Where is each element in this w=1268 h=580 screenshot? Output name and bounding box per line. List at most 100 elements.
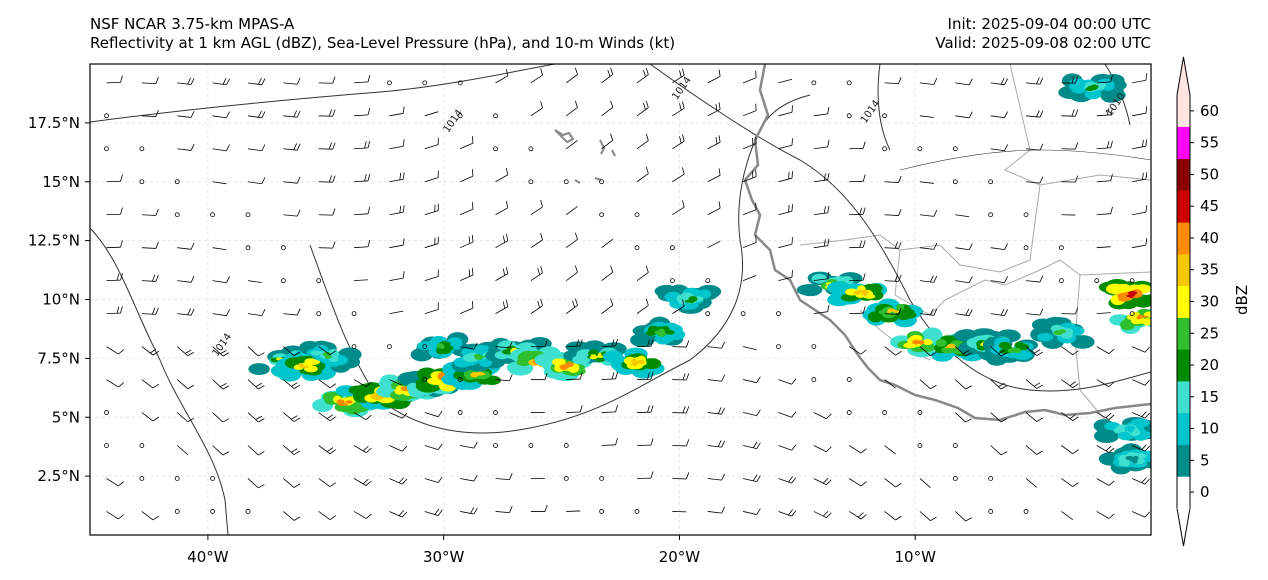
reflectivity-speckle: [629, 362, 639, 366]
wind-barb: [955, 308, 973, 317]
wind-barb: [176, 445, 189, 456]
reflectivity-speckle: [679, 293, 691, 301]
wind-barb: [353, 478, 372, 486]
calm-wind-marker: [104, 113, 109, 119]
wind-barb: [1025, 143, 1044, 151]
calm-wind-marker: [952, 146, 958, 152]
reflectivity-speckle: [1141, 294, 1151, 306]
reflectivity-speckle: [887, 308, 896, 312]
wind-barb: [566, 100, 578, 117]
wind-barb: [1061, 76, 1079, 84]
wind-barb: [990, 77, 1009, 86]
valid-time: Valid: 2025-09-08 02:00 UTC: [935, 34, 1151, 52]
calm-wind-marker: [988, 476, 994, 481]
reflectivity-speckle: [1153, 303, 1175, 316]
lon-tick-label: 20°W: [659, 548, 701, 566]
wind-barb: [389, 510, 408, 518]
wind-barb: [672, 101, 685, 117]
wind-barb: [212, 412, 230, 423]
reflectivity-speckle: [463, 369, 473, 379]
border-line: [799, 234, 901, 251]
reflectivity-speckle: [1037, 332, 1053, 342]
wind-barb: [849, 174, 866, 183]
wind-barb: [566, 206, 578, 216]
wind-barb: [460, 169, 474, 183]
wind-barb: [778, 171, 793, 183]
wind-barb: [424, 137, 439, 150]
calm-wind-marker: [811, 377, 817, 382]
calm-wind-marker: [528, 146, 534, 152]
reflectivity-speckle: [565, 363, 571, 368]
reflectivity-speckle: [516, 358, 532, 366]
time-block: Init: 2025-09-04 00:00 UTC Valid: 2025-0…: [935, 15, 1151, 53]
calm-wind-marker: [316, 278, 322, 284]
lon-tick-label: 10°W: [895, 548, 937, 566]
wind-barb: [283, 77, 301, 85]
reflectivity-speckle: [345, 400, 353, 404]
wind-barb: [283, 110, 301, 118]
calm-wind-marker: [387, 80, 392, 86]
wind-barb: [884, 77, 902, 85]
calm-wind-marker: [245, 212, 251, 218]
wind-barb: [813, 172, 830, 183]
colorbar-band: [1177, 158, 1190, 191]
wind-barb: [743, 409, 761, 417]
colorbar-band: [1177, 349, 1190, 382]
wind-barb: [1096, 346, 1115, 354]
wind-barb: [884, 445, 896, 455]
reflectivity-speckle: [338, 402, 347, 407]
calm-wind-marker: [882, 113, 887, 119]
wind-barb: [848, 511, 867, 520]
wind-barb: [389, 106, 405, 117]
wind-barb: [1061, 412, 1079, 422]
colorbar-tick-label: 45: [1200, 197, 1219, 215]
calm-wind-marker: [457, 410, 463, 415]
reflectivity-cell: [534, 352, 594, 382]
reflectivity-speckle: [1133, 455, 1139, 461]
wind-barb: [318, 412, 336, 422]
wind-barb: [283, 308, 301, 316]
reflectivity-speckle: [1069, 78, 1087, 89]
reflectivity-speckle: [551, 358, 566, 366]
wind-barb: [354, 140, 371, 150]
colorbar-tick-label: 15: [1200, 388, 1219, 406]
wind-barb: [353, 379, 372, 388]
wind-barb: [176, 346, 195, 357]
calm-wind-marker: [104, 410, 109, 415]
wind-barb: [530, 101, 543, 117]
wind-barb: [742, 136, 757, 150]
wind-barb: [707, 240, 721, 249]
wind-barb: [636, 438, 654, 446]
calm-wind-marker: [457, 377, 463, 382]
wind-barb: [990, 412, 1008, 423]
colorbar-tick-label: 25: [1200, 324, 1219, 342]
wind-barb: [318, 208, 336, 216]
colorbar-tick-label: 20: [1200, 356, 1219, 374]
wind-barb: [919, 346, 937, 357]
wind-barb: [601, 339, 618, 347]
calm-wind-marker: [104, 443, 109, 448]
wind-barb: [318, 142, 336, 150]
wind-barb: [212, 247, 227, 251]
wind-barb: [672, 68, 685, 84]
wind-barb: [460, 235, 474, 249]
wind-barb: [318, 346, 336, 356]
wind-barb: [141, 511, 159, 521]
wind-barb: [460, 342, 478, 350]
wind-barb: [778, 378, 797, 385]
wind-barb: [1096, 379, 1115, 387]
wind-barb: [424, 236, 439, 249]
reflectivity-cell: [602, 347, 665, 379]
island-shape: [574, 139, 616, 184]
wind-barb: [389, 412, 408, 419]
calm-wind-marker: [493, 146, 498, 152]
wind-barb: [1025, 275, 1044, 283]
reflectivity-speckle: [1132, 459, 1138, 464]
wind-barb: [955, 276, 973, 284]
calm-wind-marker: [846, 80, 852, 86]
wind-barb: [354, 75, 371, 84]
calm-wind-marker: [740, 311, 746, 317]
wind-barb: [742, 103, 757, 117]
wind-barb: [990, 308, 1009, 316]
wind-barb: [1061, 445, 1079, 455]
